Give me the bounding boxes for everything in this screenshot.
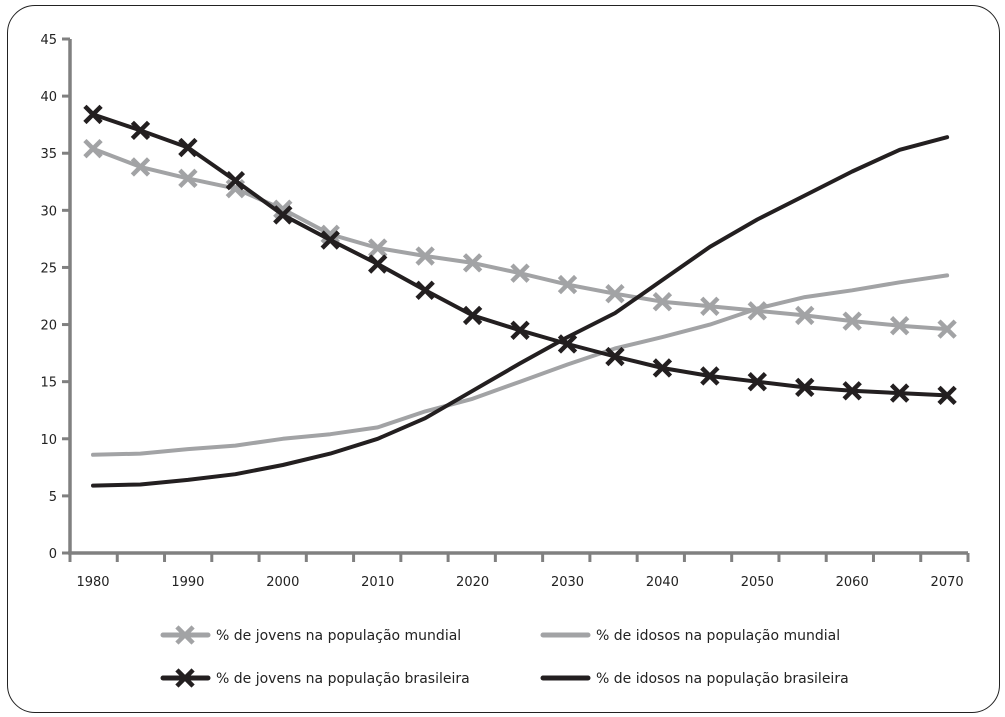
data-point-marker: [510, 320, 530, 340]
data-point-marker: [842, 381, 862, 401]
series-line: [91, 146, 950, 332]
legend-item: % de jovens na população mundial: [160, 625, 461, 645]
series-line: [91, 135, 950, 488]
legend-item: % de jovens na população brasileira: [160, 668, 470, 688]
data-point-marker: [225, 170, 246, 191]
y-tick-label: 30: [40, 204, 57, 219]
data-point-marker: [83, 104, 103, 125]
data-point-marker: [700, 366, 720, 386]
data-point-marker: [795, 377, 815, 398]
series-line: [91, 112, 950, 398]
x-tick-label: 2060: [836, 575, 869, 590]
chart-frame: [7, 5, 1000, 713]
series-3: [91, 135, 950, 488]
legend-marker-x-icon: [175, 668, 195, 688]
data-point-marker: [462, 253, 483, 273]
data-point-marker: [130, 157, 151, 177]
legend-label: % de idosos na população mundial: [596, 628, 840, 644]
data-point-marker: [889, 383, 910, 403]
x-tick-label: 2070: [931, 575, 964, 590]
data-point-marker: [795, 305, 815, 326]
data-point-marker: [368, 254, 388, 274]
data-point-marker: [842, 311, 862, 331]
legend-item: % de idosos na população mundial: [540, 628, 840, 644]
data-point-marker: [652, 292, 673, 312]
legend-marker-x-icon: [175, 625, 195, 645]
data-point-marker: [415, 280, 435, 300]
data-point-marker: [320, 230, 340, 250]
y-tick-label: 25: [40, 261, 57, 276]
data-point-marker: [130, 120, 151, 141]
x-tick-label: 2020: [456, 575, 489, 590]
x-tick-label: 2010: [361, 575, 394, 590]
data-point-marker: [510, 263, 530, 283]
data-point-marker: [273, 205, 293, 225]
data-point-marker: [178, 168, 198, 189]
data-point-marker: [415, 246, 435, 266]
series-2: [83, 104, 957, 406]
data-point-marker: [83, 138, 103, 159]
x-tick-label: 1990: [171, 575, 204, 590]
legend-item: % de idosos na população brasileira: [540, 671, 849, 687]
y-tick-label: 40: [40, 90, 57, 105]
y-tick-label: 45: [40, 33, 57, 48]
data-point-marker: [747, 301, 767, 321]
x-tick-label: 2040: [646, 575, 679, 590]
x-tick-label: 2030: [551, 575, 584, 590]
y-tick-label: 5: [49, 490, 57, 505]
legend-label: % de jovens na população brasileira: [216, 671, 470, 687]
y-tick-label: 10: [40, 433, 57, 448]
data-point-marker: [605, 284, 625, 304]
y-tick-label: 15: [40, 376, 57, 391]
data-point-marker: [937, 319, 957, 339]
data-point-marker: [462, 305, 483, 326]
y-tick-label: 0: [49, 547, 57, 562]
data-point-marker: [178, 137, 198, 158]
data-point-marker: [700, 296, 720, 316]
data-point-marker: [557, 274, 578, 295]
x-tick-label: 2000: [266, 575, 299, 590]
y-tick-label: 35: [40, 147, 57, 162]
data-point-marker: [747, 371, 767, 392]
legend-label: % de idosos na população brasileira: [596, 671, 849, 687]
legend-label: % de jovens na população mundial: [216, 628, 461, 644]
data-point-marker: [368, 238, 388, 258]
x-tick-label: 1980: [76, 575, 109, 590]
x-tick-label: 2050: [741, 575, 774, 590]
data-point-marker: [652, 358, 673, 378]
data-point-marker: [557, 334, 578, 354]
data-point-marker: [937, 385, 957, 406]
series-1: [91, 273, 950, 457]
data-point-marker: [605, 346, 625, 367]
y-tick-label: 20: [40, 319, 57, 334]
series-line: [91, 273, 950, 457]
series-0: [83, 138, 957, 339]
data-point-marker: [889, 316, 910, 336]
